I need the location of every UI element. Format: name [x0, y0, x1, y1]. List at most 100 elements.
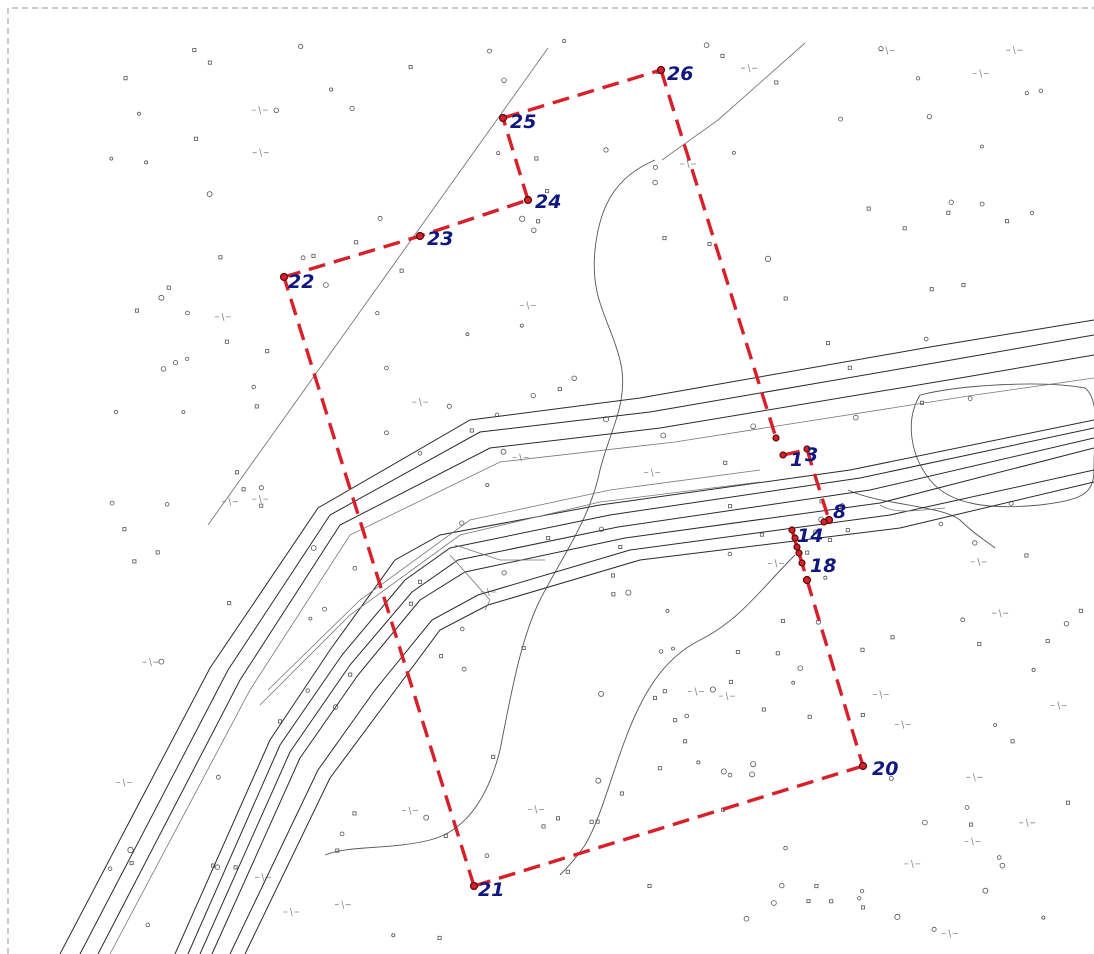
terrain-square-symbol: [546, 536, 551, 541]
terrain-circle-symbol: [720, 768, 727, 775]
point-label-18: 18: [810, 555, 836, 577]
terrain-square-symbol: [653, 695, 658, 700]
vertex-marker: [795, 549, 803, 557]
terrain-circle-symbol: [696, 760, 701, 765]
terrain-square-symbol: [254, 404, 259, 409]
terrain-square-symbol: [469, 428, 474, 433]
terrain-circle-symbol: [501, 570, 507, 576]
terrain-square-symbol: [723, 460, 728, 465]
terrain-circle-symbol: [423, 814, 430, 821]
vertex-marker: [415, 231, 425, 241]
terrain-square-symbol: [814, 884, 819, 889]
vertex-marker: [772, 434, 780, 442]
terrain-square-symbol: [775, 651, 780, 656]
road-verge: [454, 544, 545, 561]
road-edge: [187, 427, 1094, 954]
terrain-square-symbol: [536, 219, 541, 224]
terrain-circle-symbol: [332, 704, 339, 710]
terrain-circle-symbol: [571, 375, 577, 381]
terrain-circle-symbol: [417, 451, 423, 456]
terrain-square-symbol: [277, 719, 282, 724]
point-label-22: 22: [288, 271, 314, 293]
terrain-circle-symbol: [764, 255, 772, 262]
road-edge: [174, 419, 1094, 954]
road-edge: [244, 481, 1094, 954]
terrain-square-symbol: [192, 48, 197, 53]
terrain-circle-symbol: [305, 688, 310, 693]
terrain-hatch-symbol: [215, 312, 231, 321]
terrain-square-symbol: [890, 635, 895, 640]
terrain-circle-symbol: [339, 831, 345, 837]
terrain-circle-symbol: [215, 774, 221, 780]
terrain-hatch-symbol: [283, 907, 300, 917]
contour-lines: [324, 159, 1094, 876]
terrain-circle-symbol: [888, 776, 894, 781]
terrain-square-symbol: [122, 527, 127, 532]
terrain-circle-symbol: [926, 114, 933, 120]
terrain-circle-symbol: [915, 76, 921, 81]
terrain-hatch-symbol: [1050, 701, 1067, 710]
terrain-hatch-symbol: [878, 46, 895, 55]
terrain-circle-symbol: [709, 686, 716, 693]
terrain-circle-symbol: [273, 107, 279, 113]
terrain-circle-symbol: [446, 403, 452, 409]
terrain-square-symbol: [969, 822, 974, 827]
boundary-line: [502, 68, 662, 120]
terrain-square-symbol: [866, 206, 871, 211]
terrain-square-symbol: [662, 236, 667, 241]
terrain-square-symbol: [761, 707, 766, 712]
terrain-square-symbol: [946, 210, 951, 215]
terrain-square-symbol: [233, 865, 238, 870]
terrain-square-symbol: [311, 253, 316, 258]
terrain-hatch-symbol: [719, 692, 735, 701]
terrain-hatch-symbol: [904, 859, 921, 868]
road-edge: [229, 469, 1094, 954]
road-centre: [109, 377, 1094, 954]
terrain-circle-symbol: [160, 366, 167, 372]
boundary-line: [805, 448, 831, 521]
terrain-square-symbol: [1066, 800, 1071, 805]
terrain-square-symbol: [1024, 553, 1029, 558]
terrain-square-symbol: [611, 592, 616, 597]
terrain-circle-symbol: [972, 540, 978, 546]
boundary-line: [473, 764, 864, 888]
terrain-circle-symbol: [465, 332, 470, 337]
terrain-circle-symbol: [967, 396, 973, 401]
terrain-square-symbol: [929, 287, 934, 292]
terrain-square-symbol: [437, 935, 442, 940]
terrain-square-symbol: [673, 718, 678, 723]
terrain-hatch-symbol: [512, 453, 529, 462]
terrain-circle-symbol: [743, 915, 750, 922]
terrain-circle-symbol: [838, 116, 843, 122]
road-lines: [59, 319, 1094, 954]
terrain-circle-symbol: [109, 156, 114, 161]
terrain-square-symbol: [408, 601, 413, 606]
terrain-square-symbol: [662, 689, 667, 694]
terrain-square-symbol: [348, 672, 353, 677]
vertex-marker: [791, 534, 799, 542]
terrain-square-symbol: [861, 905, 866, 910]
terrain-circle-symbol: [652, 164, 658, 170]
vertex-marker: [820, 518, 828, 526]
terrain-square-symbol: [352, 811, 357, 816]
terrain-square-symbol: [759, 532, 764, 537]
terrain-circle-symbol: [298, 43, 304, 50]
terrain-circle-symbol: [137, 111, 141, 116]
terrain-circle-symbol: [812, 529, 818, 535]
vertex-marker: [793, 543, 801, 551]
terrain-circle-symbol: [797, 665, 803, 671]
terrain-circle-symbol: [391, 933, 396, 938]
terrain-circle-symbol: [158, 294, 165, 301]
terrain-square-symbol: [826, 341, 831, 346]
boundary-line: [283, 198, 529, 279]
terrain-square-symbol: [1045, 639, 1050, 644]
terrain-hatch-symbol: [412, 398, 429, 407]
road-verge: [259, 481, 761, 706]
vertex-marker: [803, 445, 811, 453]
terrain-hatch-symbol: [1019, 818, 1036, 827]
terrain-square-symbol: [234, 470, 239, 475]
terrain-circle-symbol: [727, 772, 733, 778]
terrain-square-symbol: [806, 899, 811, 904]
terrain-square-symbol: [556, 816, 561, 821]
vertex-marker: [469, 881, 479, 891]
